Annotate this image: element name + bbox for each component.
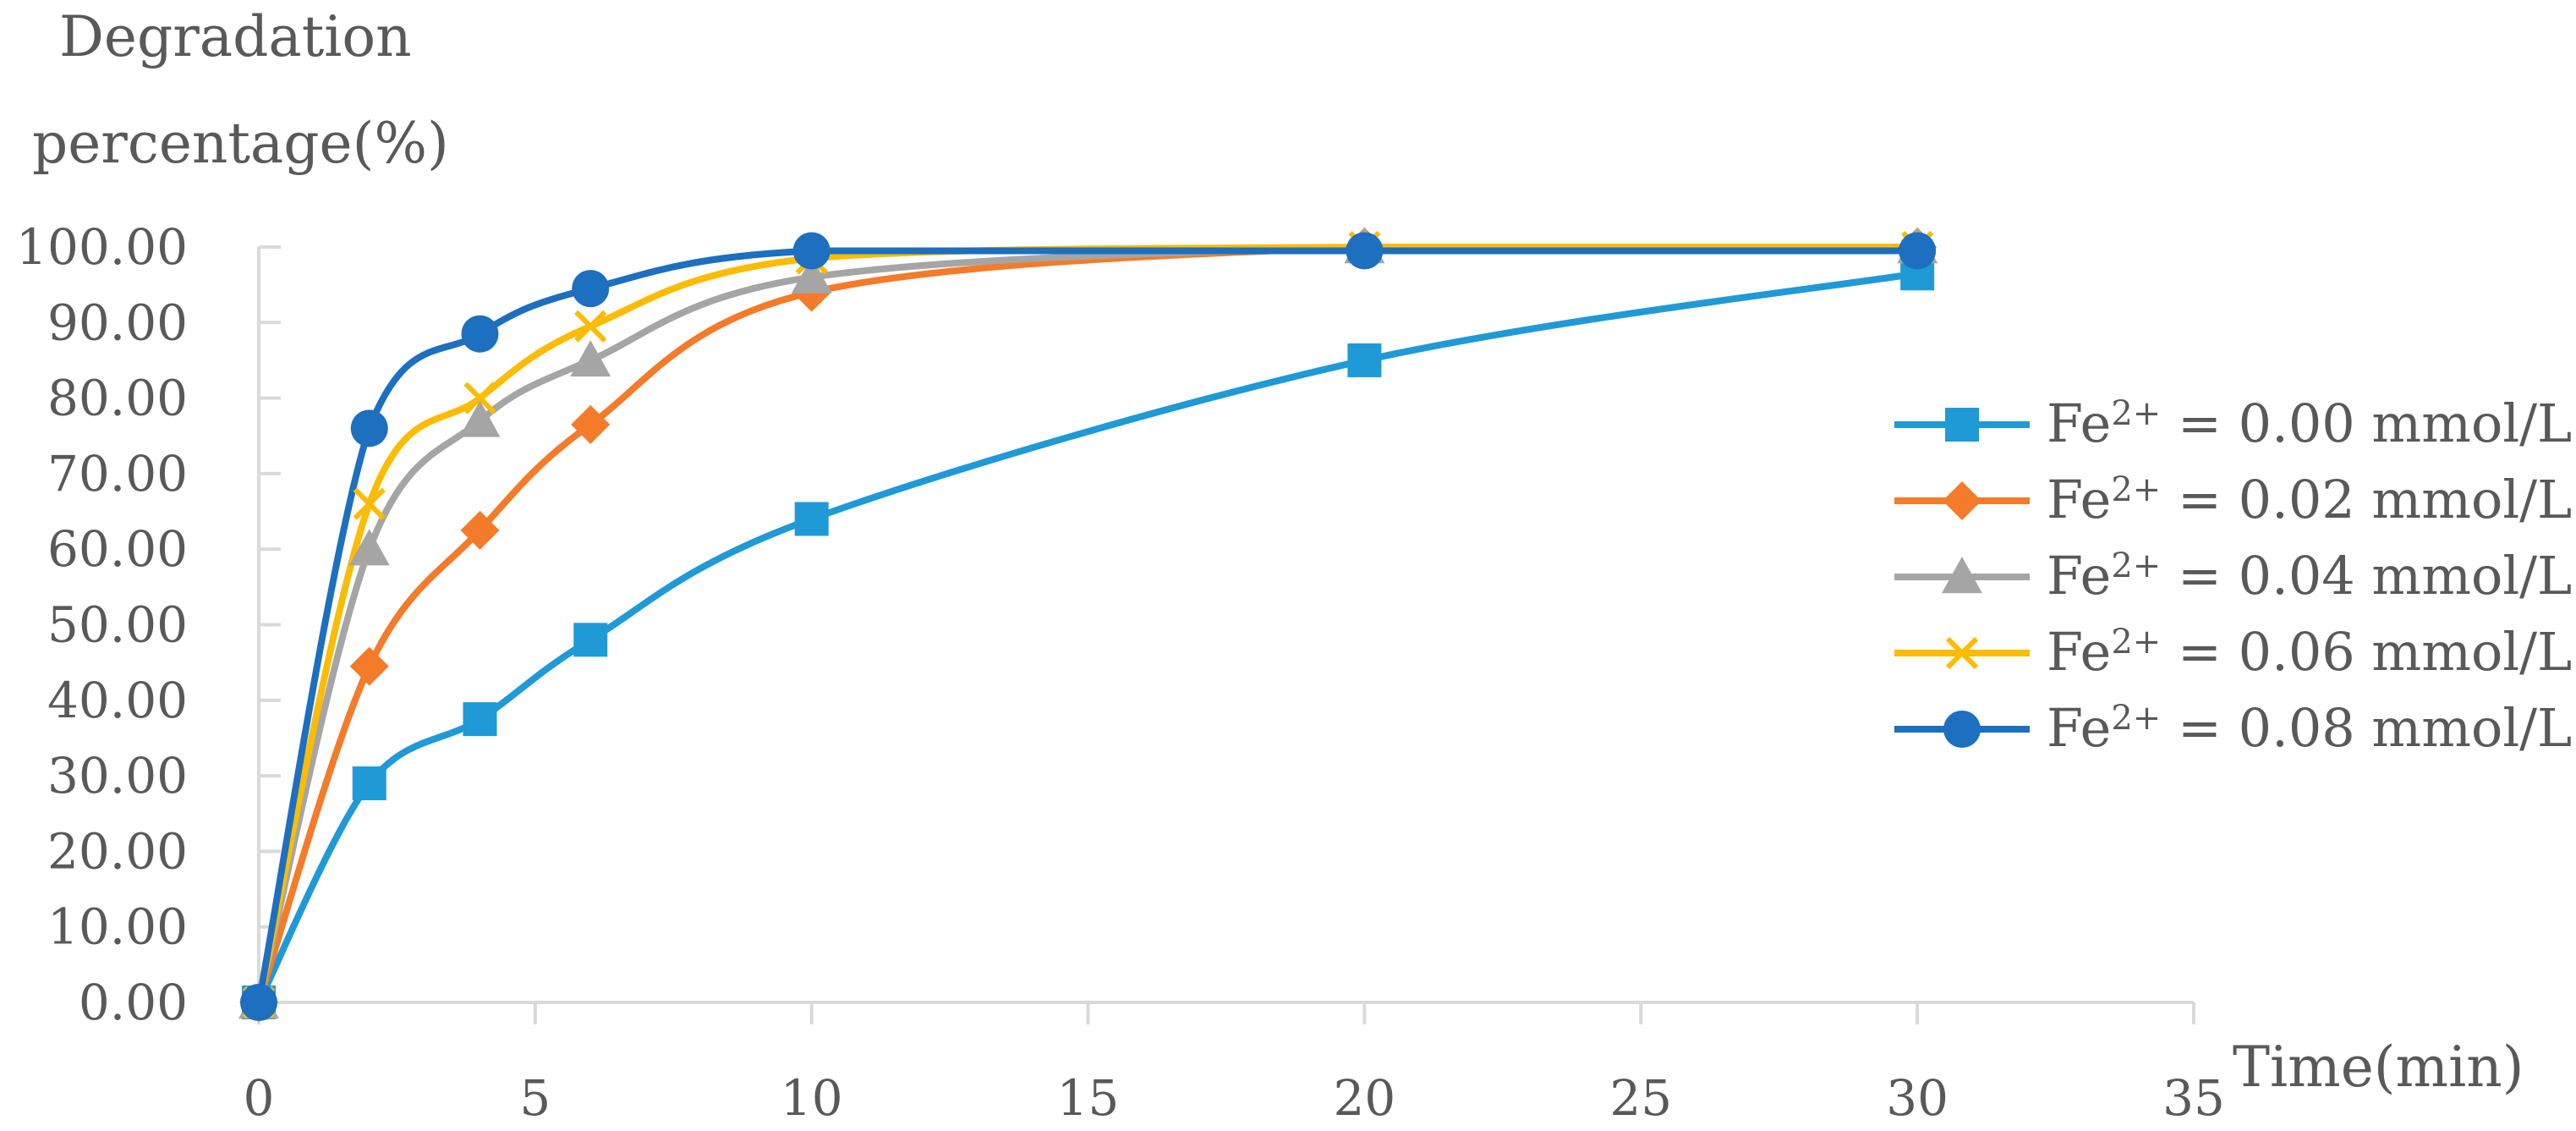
legend-marker: [1945, 636, 1979, 670]
data-point-4-1: [350, 409, 388, 447]
x-tick-label: 0: [244, 1069, 275, 1127]
data-point-3-2: [463, 382, 496, 415]
data-point-2-2: [459, 400, 501, 437]
y-tick-label: 70.00: [47, 445, 188, 502]
legend-marker: [1945, 408, 1979, 442]
x-tick-label: 20: [1334, 1069, 1396, 1127]
legend-label: Fe2+ = 0.04 mmol/L: [2047, 545, 2572, 607]
data-point-4-0: [240, 984, 277, 1021]
y-tick-label: 100.00: [16, 218, 188, 276]
y-tick-label: 10.00: [47, 898, 188, 956]
y-axis-title-line-2: percentage(%): [32, 111, 449, 176]
legend: Fe2+ = 0.00 mmol/L Fe2+ = 0.02 mmol/L Fe2+…: [1894, 393, 2572, 759]
data-point-4-5: [1346, 232, 1384, 270]
series-line-4: [255, 247, 1921, 1006]
legend-label: Fe2+ = 0.00 mmol/L: [2047, 393, 2572, 454]
data-point-1-2: [460, 510, 500, 550]
data-point-1-3: [571, 404, 611, 444]
x-marker-stroke: [463, 382, 496, 415]
data-point-4-4: [792, 232, 830, 270]
series-line-3: [255, 243, 1921, 1006]
data-point-1-1: [349, 646, 389, 686]
y-tick-label: 90.00: [47, 294, 188, 351]
data-point-2-4: [791, 256, 832, 294]
data-point-4-3: [572, 270, 610, 308]
legend-label: Fe2+ = 0.08 mmol/L: [2047, 697, 2572, 759]
data-point-0-3: [573, 623, 608, 657]
series-lines: [255, 243, 1921, 1006]
legend-entry-2: Fe2+ = 0.04 mmol/L: [1894, 545, 2572, 607]
data-point-3-3: [574, 310, 607, 343]
x-tick-label: 30: [1886, 1069, 1948, 1127]
data-point-4-2: [461, 315, 499, 353]
y-tick-label: 60.00: [47, 520, 188, 578]
data-point-0-1: [352, 766, 386, 801]
x-marker-stroke: [353, 487, 386, 520]
x-tick-label: 35: [2162, 1069, 2225, 1127]
data-point-2-1: [348, 529, 390, 566]
x-axis-title: Time(min): [2233, 1035, 2524, 1100]
legend-entry-1: Fe2+ = 0.02 mmol/L: [1894, 469, 2572, 530]
legend-marker: [1943, 481, 1981, 520]
legend-label: Fe2+ = 0.02 mmol/L: [2047, 469, 2572, 530]
legend-entry-0: Fe2+ = 0.00 mmol/L: [1894, 393, 2572, 454]
data-point-3-1: [353, 487, 386, 520]
y-tick-label: 40.00: [47, 672, 188, 729]
legend-entry-3: Fe2+ = 0.06 mmol/L: [1894, 621, 2572, 683]
y-tick-label: 20.00: [47, 822, 188, 880]
data-point-4-6: [1899, 232, 1937, 270]
x-marker-stroke: [1945, 636, 1979, 670]
legend-entry-4: Fe2+ = 0.08 mmol/L: [1894, 697, 2572, 759]
series-line-1: [255, 243, 1921, 1006]
data-point-0-5: [1347, 343, 1382, 377]
data-point-2-3: [570, 339, 611, 377]
data-point-0-4: [794, 502, 829, 536]
x-tick-label: 10: [781, 1069, 843, 1127]
x-tick-label: 15: [1057, 1069, 1120, 1127]
y-tick-label: 30.00: [47, 747, 188, 804]
series-line-2: [255, 243, 1921, 1006]
axes: 0.00 10.00 20.00 30.00 40.00 50.00 60.00 70.00 8…: [16, 218, 2225, 1127]
data-point-0-2: [463, 702, 497, 737]
y-tick-label: 80.00: [47, 370, 188, 427]
series-line-0: [255, 270, 1921, 1006]
x-marker-stroke: [574, 310, 607, 343]
y-tick-label: 50.00: [47, 596, 188, 654]
legend-marker: [1943, 711, 1981, 748]
legend-marker: [1942, 557, 1982, 594]
series-markers: [238, 227, 1938, 1022]
legend-label: Fe2+ = 0.06 mmol/L: [2047, 621, 2572, 683]
x-tick-label: 5: [519, 1069, 551, 1127]
y-tick-label: 0.00: [79, 974, 188, 1031]
x-tick-label: 25: [1609, 1069, 1672, 1127]
y-axis-title-line-1: Degradation: [59, 4, 412, 69]
